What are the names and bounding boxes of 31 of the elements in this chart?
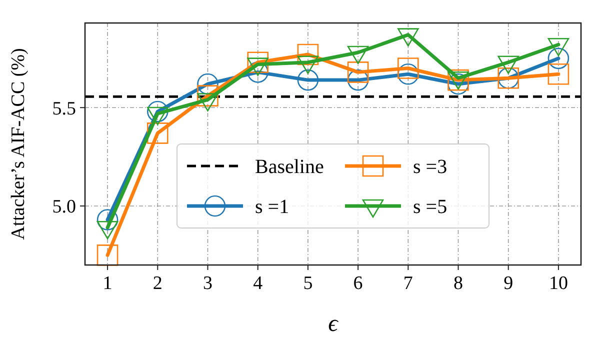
- point: [247, 52, 268, 73]
- legend-label: s =3: [413, 156, 448, 178]
- point: [96, 209, 118, 230]
- legend-label: s =5: [413, 196, 448, 218]
- x-tick-label: 9: [504, 273, 514, 294]
- x-tick-label: 5: [303, 273, 313, 294]
- point: [398, 58, 419, 79]
- legend-label: Baseline: [255, 156, 324, 178]
- x-tick-label: 3: [202, 273, 212, 294]
- x-tick-label: 6: [353, 273, 363, 294]
- x-tick-label: 8: [454, 273, 464, 294]
- x-axis-title: ϵ: [328, 311, 340, 337]
- y-axis-title: Attacker’s AIF-ACC (%): [8, 48, 29, 240]
- x-tick-label: 1: [102, 273, 112, 294]
- point: [548, 48, 570, 70]
- legend-label: s =1: [255, 196, 290, 218]
- x-tick-label: 10: [548, 273, 568, 294]
- x-tick-label: 7: [403, 273, 413, 294]
- point: [197, 85, 218, 106]
- point: [297, 69, 319, 91]
- point: [347, 69, 369, 91]
- y-tick-label: 5.5: [52, 98, 76, 120]
- point: [96, 244, 118, 266]
- x-tick-label: 4: [253, 273, 264, 294]
- point: [297, 44, 319, 66]
- point: [146, 122, 168, 144]
- point: [146, 100, 168, 122]
- x-tick-label: 2: [152, 273, 162, 294]
- point: [548, 64, 570, 85]
- point: [347, 62, 369, 83]
- y-tick-label: 5.0: [52, 196, 76, 218]
